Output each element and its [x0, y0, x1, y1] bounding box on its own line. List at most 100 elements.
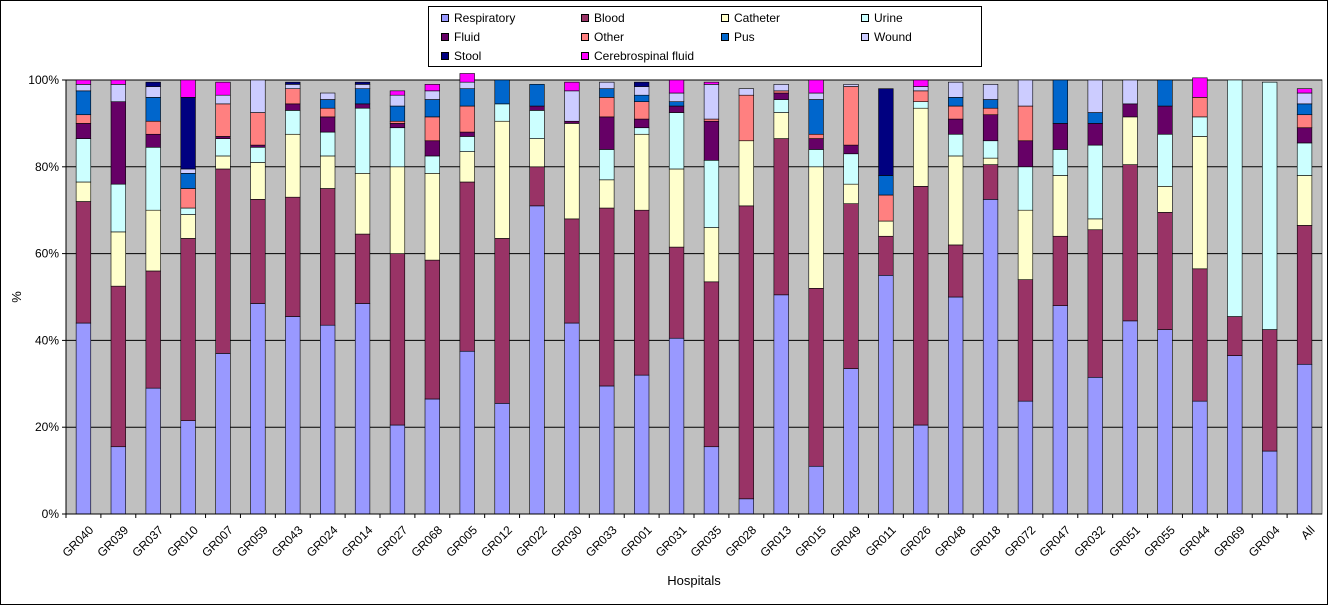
bar-segment: [389, 424, 406, 515]
bar-segment: [424, 90, 440, 100]
bar-segment: [878, 88, 894, 176]
legend-swatch: [861, 33, 869, 41]
legend-swatch: [581, 52, 589, 60]
bar-segment: [773, 294, 789, 515]
bar-segment: [424, 259, 440, 400]
bar-segment: [843, 144, 859, 155]
bar-segment: [145, 97, 161, 122]
bar-segment: [529, 205, 545, 515]
bar-segment: [75, 138, 92, 183]
bar-segment: [424, 173, 440, 261]
bar-segment: [215, 81, 231, 96]
bar-segment: [1296, 92, 1313, 105]
bar-segment: [668, 105, 685, 113]
bar-segment: [878, 274, 894, 515]
y-tick-label: 60%: [35, 247, 59, 261]
bar-segment: [1227, 355, 1243, 515]
bar-segment: [354, 103, 371, 109]
bar-segment: [145, 86, 161, 98]
bar-segment: [389, 166, 406, 254]
bar-segment: [250, 146, 266, 163]
bar-segment: [1122, 116, 1138, 165]
bar-segment: [913, 90, 929, 102]
legend-swatch: [441, 52, 449, 60]
bar-segment: [878, 235, 894, 276]
bar-segment: [773, 112, 789, 139]
bar-segment: [1017, 79, 1034, 107]
bar-segment: [1017, 166, 1034, 211]
bar-segment: [494, 103, 510, 122]
bar-segment: [75, 123, 92, 139]
bar-segment: [599, 81, 615, 89]
bar-segment: [354, 303, 371, 515]
bar-segment: [75, 114, 92, 124]
bar-segment: [180, 214, 196, 239]
bar-segment: [738, 498, 754, 515]
bar-segment: [110, 101, 126, 185]
gridlines: [66, 79, 1322, 428]
bar-segment: [145, 387, 161, 515]
legend-swatch: [441, 14, 449, 22]
bar-segment: [459, 131, 475, 137]
bar-segment: [948, 105, 964, 120]
bar-segment: [494, 238, 510, 404]
bar-segment: [354, 173, 371, 235]
bar-segment: [843, 183, 859, 204]
bar-segment: [75, 181, 92, 202]
bar-segment: [1296, 175, 1313, 226]
bar-segment: [1052, 79, 1068, 124]
bar-segment: [843, 203, 859, 369]
bar-segment: [389, 253, 406, 426]
bar-segment: [703, 81, 720, 85]
bar-segment: [354, 107, 371, 174]
bar-segment: [1087, 123, 1103, 146]
bar-segment: [703, 281, 720, 448]
bar-segment: [1192, 400, 1208, 515]
bar-segment: [1157, 186, 1173, 213]
bar-segment: [389, 105, 406, 122]
bar-segment: [145, 133, 161, 148]
bar-segment: [668, 112, 685, 170]
bar-segment: [320, 324, 336, 515]
legend-label: Respiratory: [454, 11, 516, 25]
y-tick-labels: 0% 20% 40% 60% 80% 100%: [28, 73, 66, 521]
bar-segment: [250, 162, 266, 200]
bar-segment: [1157, 329, 1173, 515]
bar-segment: [1052, 235, 1068, 306]
bar-segment: [668, 101, 685, 107]
bar-segment: [354, 233, 371, 304]
bar-segment: [703, 84, 720, 120]
bar-segment: [1296, 142, 1313, 176]
bar-segment: [424, 99, 440, 118]
bar-segment: [1227, 79, 1243, 317]
bar-segment: [703, 227, 720, 283]
bar-segment: [982, 164, 999, 200]
bar-segment: [703, 446, 720, 515]
bar-segment: [285, 196, 301, 317]
bar-segment: [1192, 268, 1208, 402]
bar-segment: [703, 159, 720, 228]
bar-segment: [1296, 114, 1313, 129]
bar-segment: [1262, 450, 1278, 515]
bar-segment: [982, 140, 999, 159]
bar-segment: [389, 127, 406, 168]
bar-segment: [354, 88, 371, 105]
bar-segment: [145, 81, 161, 87]
bar-segment: [459, 151, 475, 183]
bar-segment: [285, 81, 301, 85]
bar-segment: [1296, 103, 1313, 116]
bar-segment: [529, 105, 545, 111]
bar-segment: [145, 209, 161, 272]
legend-swatch: [861, 14, 869, 22]
bar-segment: [1192, 77, 1208, 98]
bar-segment: [180, 97, 196, 170]
bar-segment: [424, 140, 440, 157]
bar-segment: [145, 270, 161, 389]
bar-segment: [634, 209, 650, 376]
bar-segment: [180, 238, 196, 421]
bar-segment: [389, 123, 406, 129]
y-tick-label: 20%: [35, 420, 59, 434]
bar-segment: [738, 88, 754, 96]
bar-segment: [285, 133, 301, 198]
bar-segment: [250, 199, 266, 304]
